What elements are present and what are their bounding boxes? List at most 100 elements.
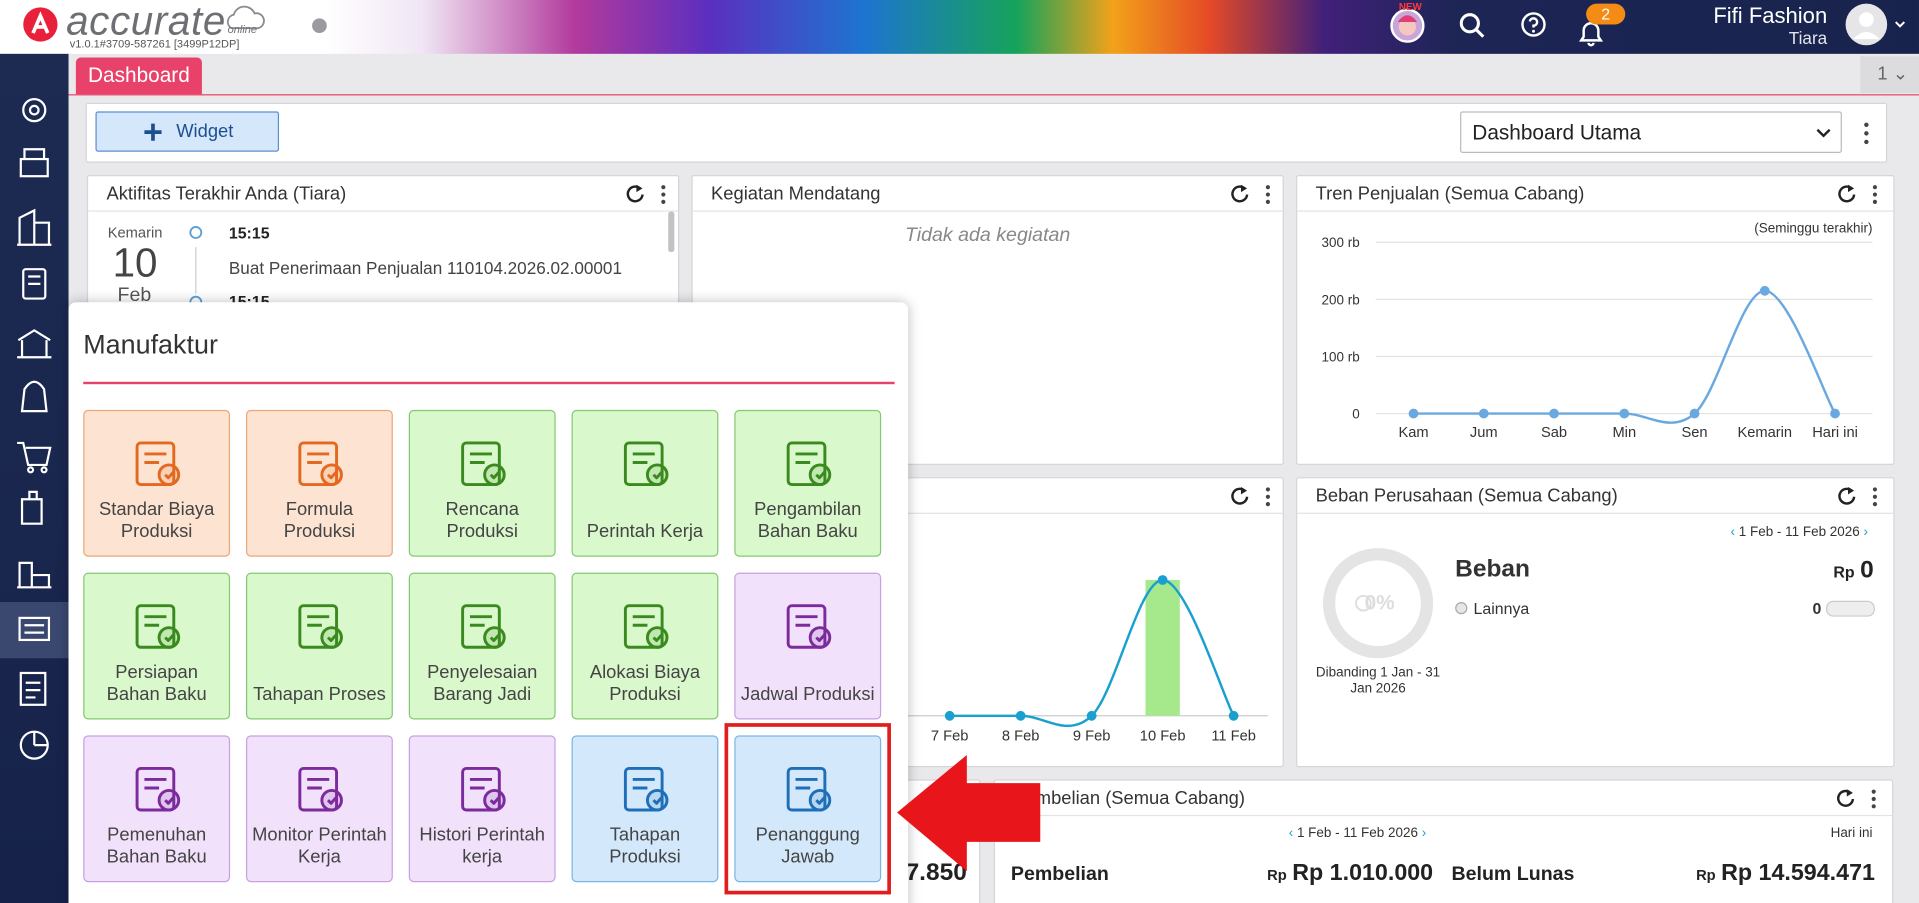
widget-title: Pembelian (Semua Cabang) [1013,787,1245,809]
amount-line: Rp 0 [1833,557,1873,585]
next[interactable]: › [1859,524,1869,540]
tile-label: Standar Biaya Produksi [98,499,215,543]
prev[interactable]: ‹ [1730,524,1739,540]
tile-label: Persiapan Bahan Baku [106,661,207,705]
time: 15:15 [228,223,270,243]
manufacturing-menu: Manufaktur Standar Biaya Produksi Formula… [68,302,909,903]
widget-title: Tren Penjualan (Semua Cabang) [1315,183,1585,205]
amount: Rp 1.010.000 [1292,860,1434,886]
point [1086,710,1097,721]
menu-tile[interactable]: Penyelesaian Barang Jadi [408,572,556,720]
tile-icon [461,604,506,649]
menu-tile[interactable]: Tahapan Produksi [571,735,719,883]
label: Pembelian [1010,863,1109,885]
menu-tile[interactable]: Histori Perintah kerja [408,735,556,883]
menu-title: Manufaktur [83,329,218,360]
label2: Belum Lunas [1451,863,1575,885]
menu-tile[interactable]: Penanggung Jawab [734,735,882,883]
menu-tile[interactable]: Perintah Kerja [571,409,719,557]
x-tick-label: 11 Feb [1211,728,1256,744]
menu-tile[interactable]: Pengambilan Bahan Baku [734,409,882,557]
tile-icon [135,766,181,812]
page-number: 1 [1877,63,1888,85]
notif-count: 2 [1586,3,1626,25]
new-avatar[interactable] [1388,4,1427,43]
legend-dot [1455,602,1468,615]
x-tick-label: Kemarin [1737,425,1792,441]
sidebar-icons [0,98,69,760]
widget-title: Kegiatan Mendatang [711,183,881,205]
prev[interactable]: ‹ [1288,825,1297,841]
chevron [1816,128,1831,138]
tile-icon [786,441,832,487]
widget-actions[interactable] [624,184,673,206]
menu-tile[interactable]: Standar Biaya Produksi [83,409,231,557]
point [1478,408,1489,419]
currency: Rp [1267,866,1287,884]
donut-label: 0% [1364,590,1395,615]
tile-icon [298,441,343,487]
user-avatar[interactable] [1844,2,1908,48]
day: 10 [112,239,158,286]
heading: Beban [1455,555,1530,583]
line [949,578,1235,727]
date-range: ‹ 1 Feb - 11 Feb 2026 › [1289,826,1426,841]
amount: 7.850 [905,858,967,886]
dot [312,18,327,34]
version: v1.0.1#3709-587261 [3499P12DP] [69,37,240,51]
amount: 0 [1860,556,1874,584]
help-icon[interactable] [1519,10,1548,39]
menu-tile[interactable]: Monitor Perintah Kerja [245,735,393,883]
tile-label: Monitor Perintah Kerja [252,824,387,868]
sidebar [0,53,69,903]
tile-label: Pengambilan Bahan Baku [754,499,862,543]
widget-title: Aktifitas Terakhir Anda (Tiara) [106,183,347,205]
point [1830,408,1840,419]
amount-line: Rp Rp 14.594.471 [1696,860,1875,887]
tile-icon [135,604,181,649]
kebab[interactable] [1861,121,1871,145]
active-tab[interactable]: Dashboard [75,57,202,95]
red-arrow [897,754,1041,872]
progress [1825,600,1875,617]
menu-tile[interactable]: Pemenuhan Bahan Baku [83,735,231,883]
brand-sub: online [227,23,258,36]
search-icon[interactable] [1456,10,1488,42]
widget-actions[interactable] [1229,486,1278,508]
brand: accurate [66,0,226,43]
scrollbar[interactable] [668,211,675,253]
widget-actions[interactable] [1229,184,1278,206]
top-bar: accurate online v1.0.1#3709-587261 [3499… [0,0,1919,54]
menu-tile[interactable]: Persiapan Bahan Baku [83,572,231,720]
widget-actions[interactable] [1836,184,1885,206]
menu-tile[interactable]: Tahapan Proses [245,572,393,720]
tile-icon [623,604,669,649]
dashboard-select-label: Dashboard Utama [1472,121,1642,145]
point [944,710,955,721]
widget-actions[interactable] [1836,486,1885,508]
x-tick-label: Jum [1470,425,1498,441]
tile-label: Pemenuhan Bahan Baku [106,824,207,868]
tile-icon [135,441,181,487]
x-tick-label: Sen [1681,425,1707,441]
tile-label: Tahapan Proses [253,683,386,705]
widget-button[interactable]: Widget [95,111,280,152]
menu-line [83,381,895,384]
bar [1145,579,1180,716]
point [1015,710,1026,721]
tab-line [68,94,1919,96]
chart: 7 Feb 8 Feb 9 Feb 10 Feb 11 Feb [876,575,1268,744]
range-text: 1 Feb - 11 Feb 2026 [1738,524,1860,540]
menu-tile[interactable]: Formula Produksi [245,409,393,557]
empty-text: Tidak ada kegiatan [904,225,1071,246]
range-text: 1 Feb - 11 Feb 2026 [1296,825,1418,841]
page-select[interactable]: 1 ⌄ [1860,56,1919,93]
widget-actions[interactable] [1835,788,1884,810]
menu-tile[interactable]: Rencana Produksi [408,409,556,557]
next[interactable]: › [1417,825,1427,841]
dashboard-select[interactable]: Dashboard Utama [1460,111,1842,153]
point [1549,408,1559,419]
purchase-widget: Pembelian (Semua Cabang) ‹ 1 Feb - 11 Fe… [993,779,1894,903]
menu-tile[interactable]: Jadwal Produksi [734,572,882,720]
menu-tile[interactable]: Alokasi Biaya Produksi [571,572,719,720]
